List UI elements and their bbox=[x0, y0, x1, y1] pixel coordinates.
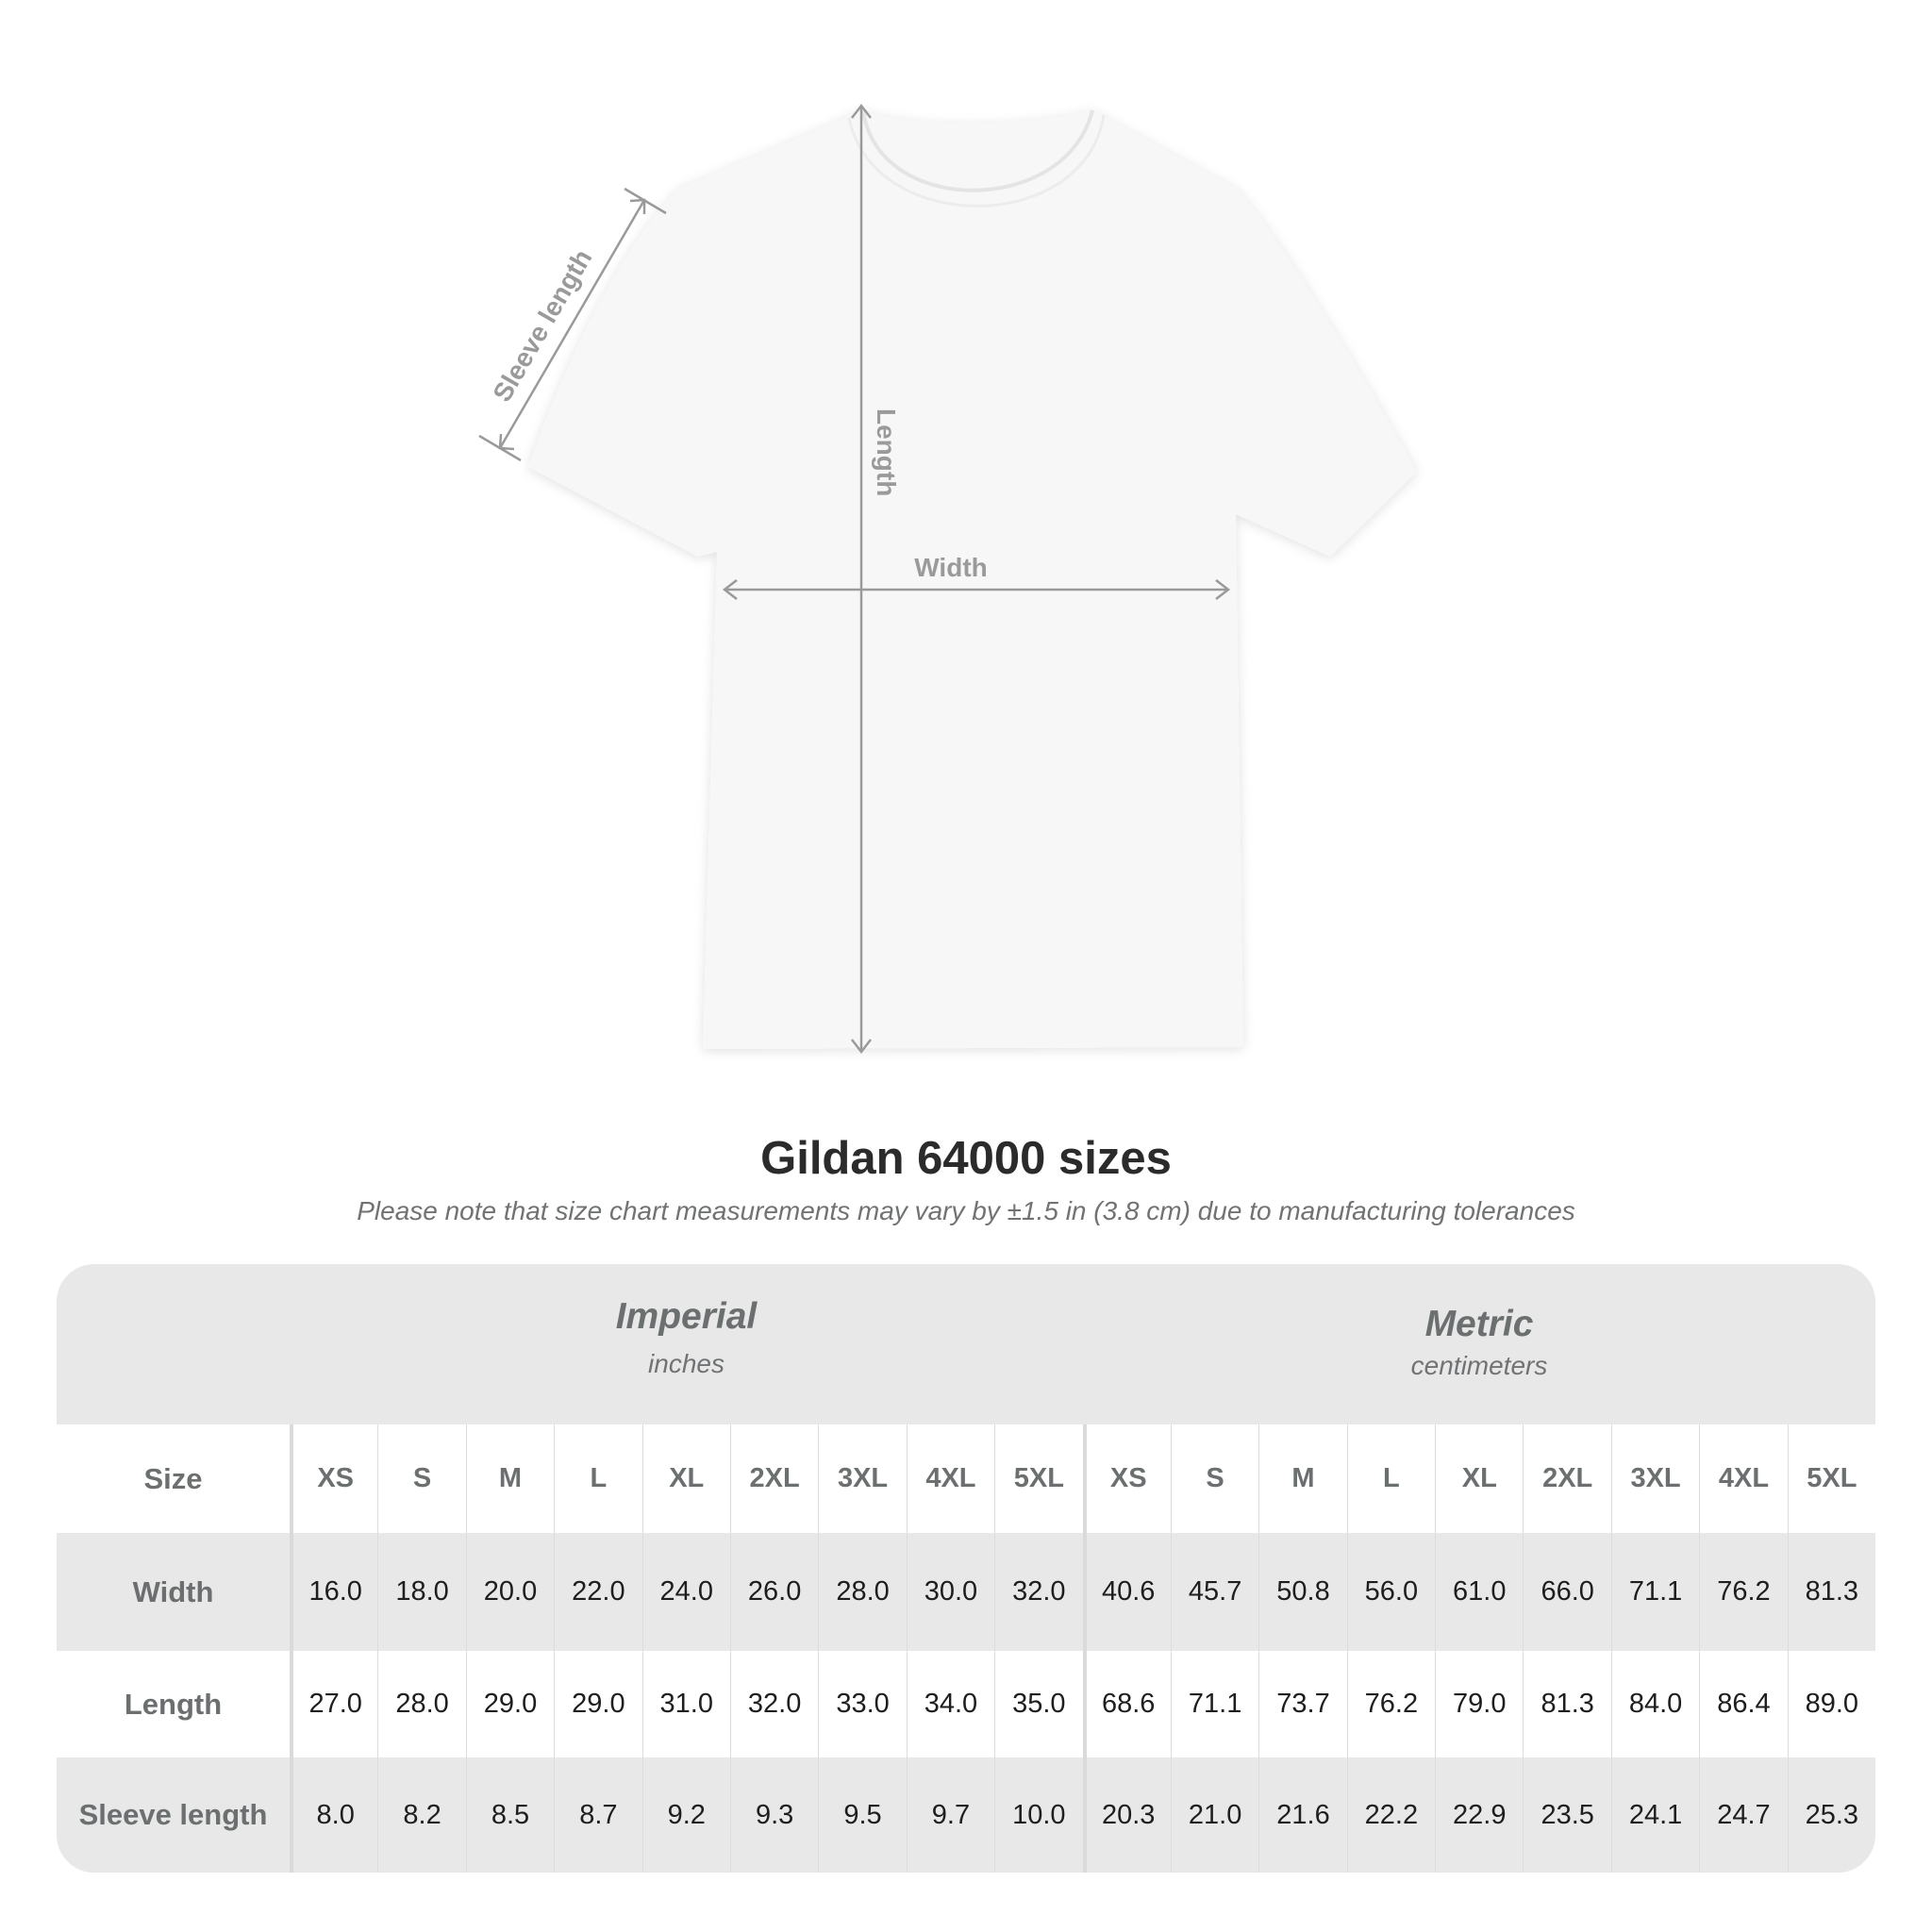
tshirt-collar bbox=[861, 109, 1094, 192]
metric-size-header: 5XL bbox=[1787, 1424, 1875, 1533]
table-row: Sleeve length 8.0 8.2 8.5 8.7 9.2 9.3 9.5 9.7 10.… bbox=[57, 1757, 1875, 1873]
metric-value-cell: 79.0 bbox=[1435, 1651, 1523, 1757]
imperial-value-cell: 10.0 bbox=[994, 1757, 1082, 1873]
metric-size-header: M bbox=[1258, 1424, 1346, 1533]
imperial-value-cell: 9.2 bbox=[641, 1757, 730, 1873]
metric-value-cell: 45.7 bbox=[1170, 1533, 1258, 1651]
imperial-value-cell: 9.5 bbox=[818, 1757, 906, 1873]
imperial-value-cell: 9.7 bbox=[906, 1757, 994, 1873]
imperial-value-cell: 31.0 bbox=[641, 1651, 730, 1757]
metric-value-cell: 73.7 bbox=[1258, 1651, 1346, 1757]
tshirt-diagram: Sleeve length Length Width bbox=[478, 103, 1417, 1055]
metric-value-cell: 40.6 bbox=[1082, 1533, 1171, 1651]
size-header-row: Size XS S M L XL 2XL 3XL 4XL 5XL XS S M L XL 2XL 3XL 4XL 5… bbox=[57, 1424, 1875, 1533]
metric-value-cell: 84.0 bbox=[1610, 1651, 1699, 1757]
metric-size-header: 3XL bbox=[1610, 1424, 1699, 1533]
tolerance-note: Please note that size chart measurements… bbox=[357, 1196, 1575, 1225]
metric-value-cell: 71.1 bbox=[1610, 1533, 1699, 1651]
metric-value-cell: 23.5 bbox=[1523, 1757, 1610, 1873]
length-label: Length bbox=[872, 408, 901, 496]
metric-value-cell: 81.3 bbox=[1523, 1651, 1610, 1757]
metric-size-header: S bbox=[1170, 1424, 1258, 1533]
metric-size-header: XS bbox=[1082, 1424, 1171, 1533]
metric-value-cell: 66.0 bbox=[1523, 1533, 1610, 1651]
imperial-value-cell: 26.0 bbox=[729, 1533, 818, 1651]
imperial-value-cell: 8.2 bbox=[377, 1757, 465, 1873]
metric-value-cell: 24.1 bbox=[1610, 1757, 1699, 1873]
metric-size-header: 2XL bbox=[1523, 1424, 1610, 1533]
imperial-size-header: 4XL bbox=[906, 1424, 994, 1533]
metric-value-cell: 56.0 bbox=[1346, 1533, 1435, 1651]
imperial-size-header: 2XL bbox=[729, 1424, 818, 1533]
page-title: Gildan 64000 sizes bbox=[760, 1133, 1172, 1184]
imperial-header: Imperial inches bbox=[290, 1264, 1083, 1424]
metric-value-cell: 81.3 bbox=[1787, 1533, 1875, 1651]
metric-value-cell: 76.2 bbox=[1699, 1533, 1787, 1651]
metric-value-cell: 86.4 bbox=[1699, 1651, 1787, 1757]
table-row: Length 27.0 28.0 29.0 29.0 31.0 32.0 33.0 34.0 35… bbox=[57, 1651, 1875, 1757]
metric-value-cell: 21.6 bbox=[1258, 1757, 1346, 1873]
imperial-size-header: M bbox=[465, 1424, 554, 1533]
imperial-value-cell: 9.3 bbox=[729, 1757, 818, 1873]
imperial-value-cell: 8.7 bbox=[554, 1757, 641, 1873]
imperial-value-cell: 29.0 bbox=[554, 1651, 641, 1757]
metric-value-cell: 61.0 bbox=[1435, 1533, 1523, 1651]
metric-value-cell: 50.8 bbox=[1258, 1533, 1346, 1651]
metric-value-cell: 68.6 bbox=[1082, 1651, 1171, 1757]
metric-value-cell: 76.2 bbox=[1346, 1651, 1435, 1757]
imperial-size-header: S bbox=[377, 1424, 465, 1533]
metric-size-header: L bbox=[1346, 1424, 1435, 1533]
row-label: Width bbox=[132, 1574, 214, 1608]
metric-size-header: 4XL bbox=[1699, 1424, 1787, 1533]
imperial-value-cell: 29.0 bbox=[465, 1651, 554, 1757]
imperial-value-cell: 35.0 bbox=[994, 1651, 1082, 1757]
metric-value-cell: 24.7 bbox=[1699, 1757, 1787, 1873]
row-label: Length bbox=[124, 1687, 223, 1721]
imperial-size-header: XL bbox=[641, 1424, 730, 1533]
imperial-value-cell: 8.0 bbox=[290, 1757, 377, 1873]
imperial-size-header: XS bbox=[290, 1424, 377, 1533]
imperial-value-cell: 20.0 bbox=[465, 1533, 554, 1651]
sleeve-arrow bbox=[498, 199, 646, 449]
metric-title: Metric bbox=[1424, 1304, 1534, 1344]
imperial-value-cell: 18.0 bbox=[377, 1533, 465, 1651]
metric-value-cell: 21.0 bbox=[1170, 1757, 1258, 1873]
imperial-title: Imperial bbox=[615, 1296, 758, 1337]
imperial-value-cell: 32.0 bbox=[994, 1533, 1082, 1651]
width-label: Width bbox=[914, 553, 988, 582]
metric-size-header: XL bbox=[1435, 1424, 1523, 1533]
metric-value-cell: 22.9 bbox=[1435, 1757, 1523, 1873]
tshirt-body bbox=[528, 110, 1417, 1049]
metric-value-cell: 71.1 bbox=[1170, 1651, 1258, 1757]
row-label: Sleeve length bbox=[78, 1798, 268, 1831]
metric-value-cell: 22.2 bbox=[1346, 1757, 1435, 1873]
imperial-value-cell: 22.0 bbox=[554, 1533, 641, 1651]
metric-header: Metric centimeters bbox=[1083, 1264, 1875, 1424]
table-row: Width 16.0 18.0 20.0 22.0 24.0 26.0 28.0 30.0 32.… bbox=[57, 1533, 1875, 1651]
imperial-value-cell: 34.0 bbox=[906, 1651, 994, 1757]
imperial-value-cell: 16.0 bbox=[290, 1533, 377, 1651]
imperial-value-cell: 28.0 bbox=[377, 1651, 465, 1757]
imperial-size-header: L bbox=[554, 1424, 641, 1533]
size-table: Imperial inches Metric centimeters Size X… bbox=[57, 1264, 1875, 1873]
metric-value-cell: 89.0 bbox=[1787, 1651, 1875, 1757]
imperial-value-cell: 8.5 bbox=[465, 1757, 554, 1873]
row-label: Size bbox=[143, 1461, 203, 1495]
metric-value-cell: 25.3 bbox=[1787, 1757, 1875, 1873]
imperial-size-header: 5XL bbox=[994, 1424, 1082, 1533]
imperial-value-cell: 32.0 bbox=[729, 1651, 818, 1757]
imperial-value-cell: 28.0 bbox=[818, 1533, 906, 1651]
imperial-value-cell: 24.0 bbox=[641, 1533, 730, 1651]
imperial-value-cell: 33.0 bbox=[818, 1651, 906, 1757]
imperial-size-header: 3XL bbox=[818, 1424, 906, 1533]
imperial-unit: inches bbox=[648, 1349, 724, 1378]
metric-value-cell: 20.3 bbox=[1082, 1757, 1171, 1873]
imperial-value-cell: 27.0 bbox=[290, 1651, 377, 1757]
imperial-value-cell: 30.0 bbox=[906, 1533, 994, 1651]
metric-unit: centimeters bbox=[1410, 1351, 1548, 1380]
